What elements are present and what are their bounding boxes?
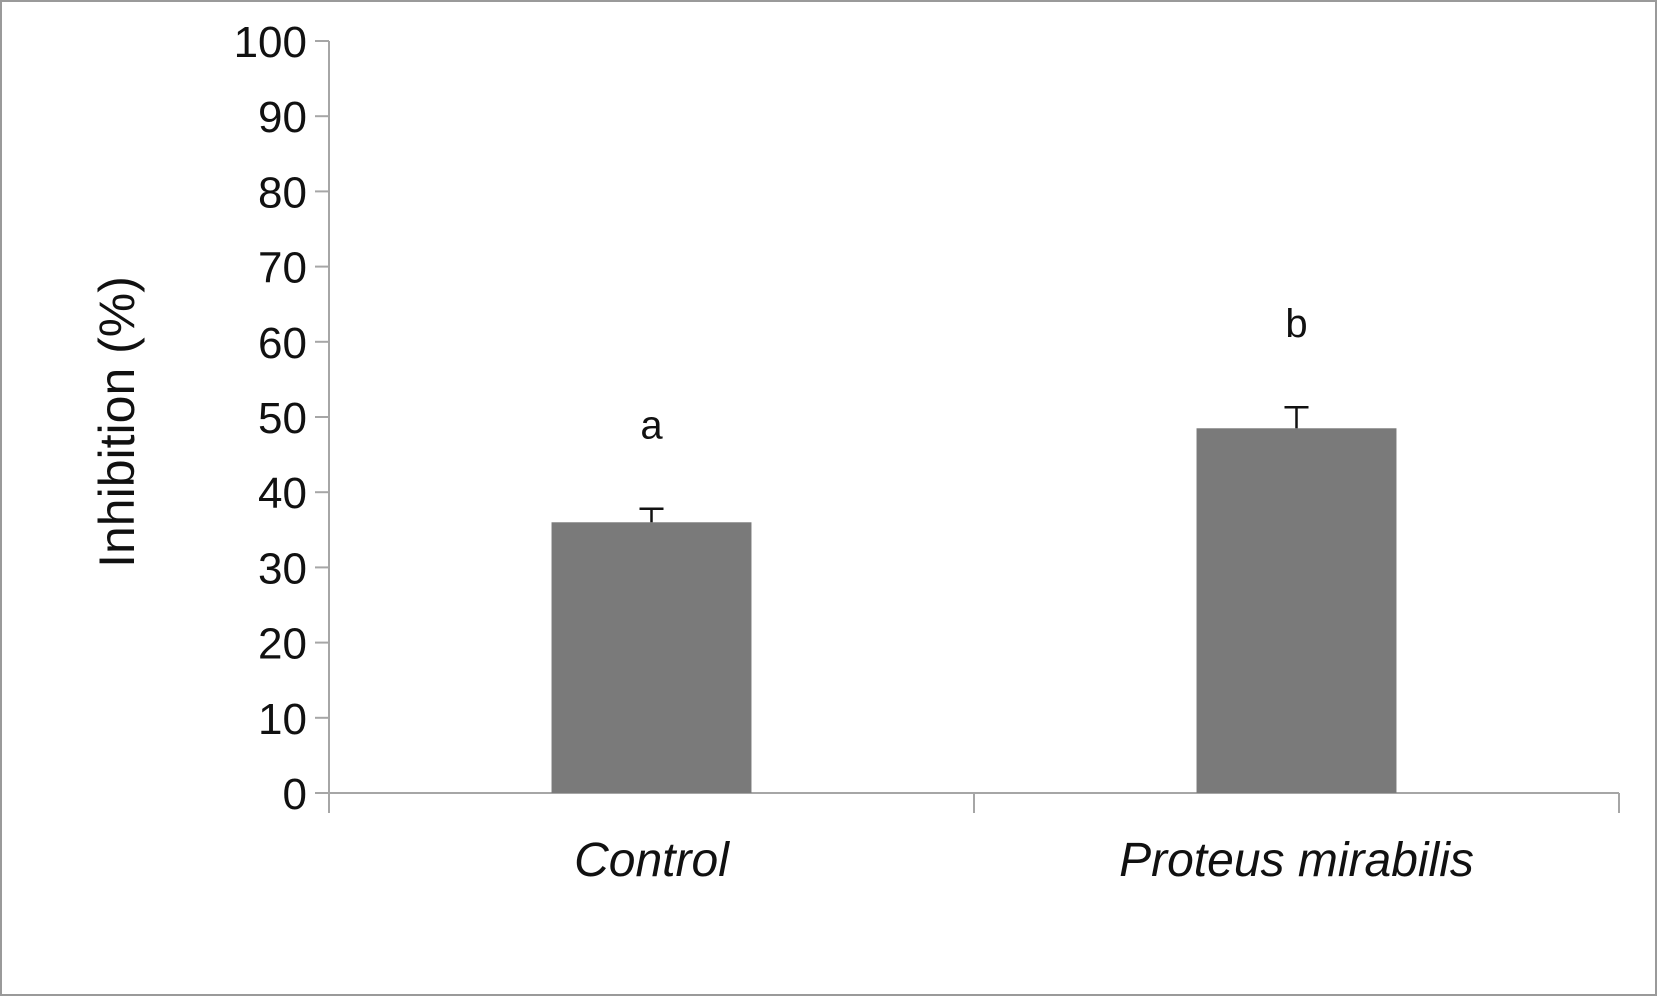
y-tick-label: 30 bbox=[258, 544, 307, 593]
significance-letter: b bbox=[1285, 302, 1307, 346]
y-tick-label: 20 bbox=[258, 620, 307, 669]
bars: ab bbox=[551, 302, 1397, 793]
significance-letter: a bbox=[640, 404, 663, 448]
x-category-label: Control bbox=[574, 834, 730, 887]
y-tick-label: 60 bbox=[258, 319, 307, 368]
y-tick-label: 40 bbox=[258, 469, 307, 518]
y-tick-label: 50 bbox=[258, 394, 307, 443]
bar bbox=[1196, 428, 1397, 793]
y-tick-label: 0 bbox=[283, 770, 307, 819]
bar bbox=[551, 522, 752, 793]
axes: 0 10 20 30 40 50 60 70 80 90 100 Control Proteus mir… bbox=[234, 18, 1620, 887]
x-category-label: Proteus mirabilis bbox=[1119, 834, 1474, 887]
y-tick-label: 100 bbox=[234, 18, 307, 67]
y-tick-label: 10 bbox=[258, 695, 307, 744]
y-tick-label: 70 bbox=[258, 244, 307, 293]
y-tick-label: 90 bbox=[258, 93, 307, 142]
y-axis-label: Inhibition (%) bbox=[89, 276, 145, 568]
y-tick-label: 80 bbox=[258, 168, 307, 217]
